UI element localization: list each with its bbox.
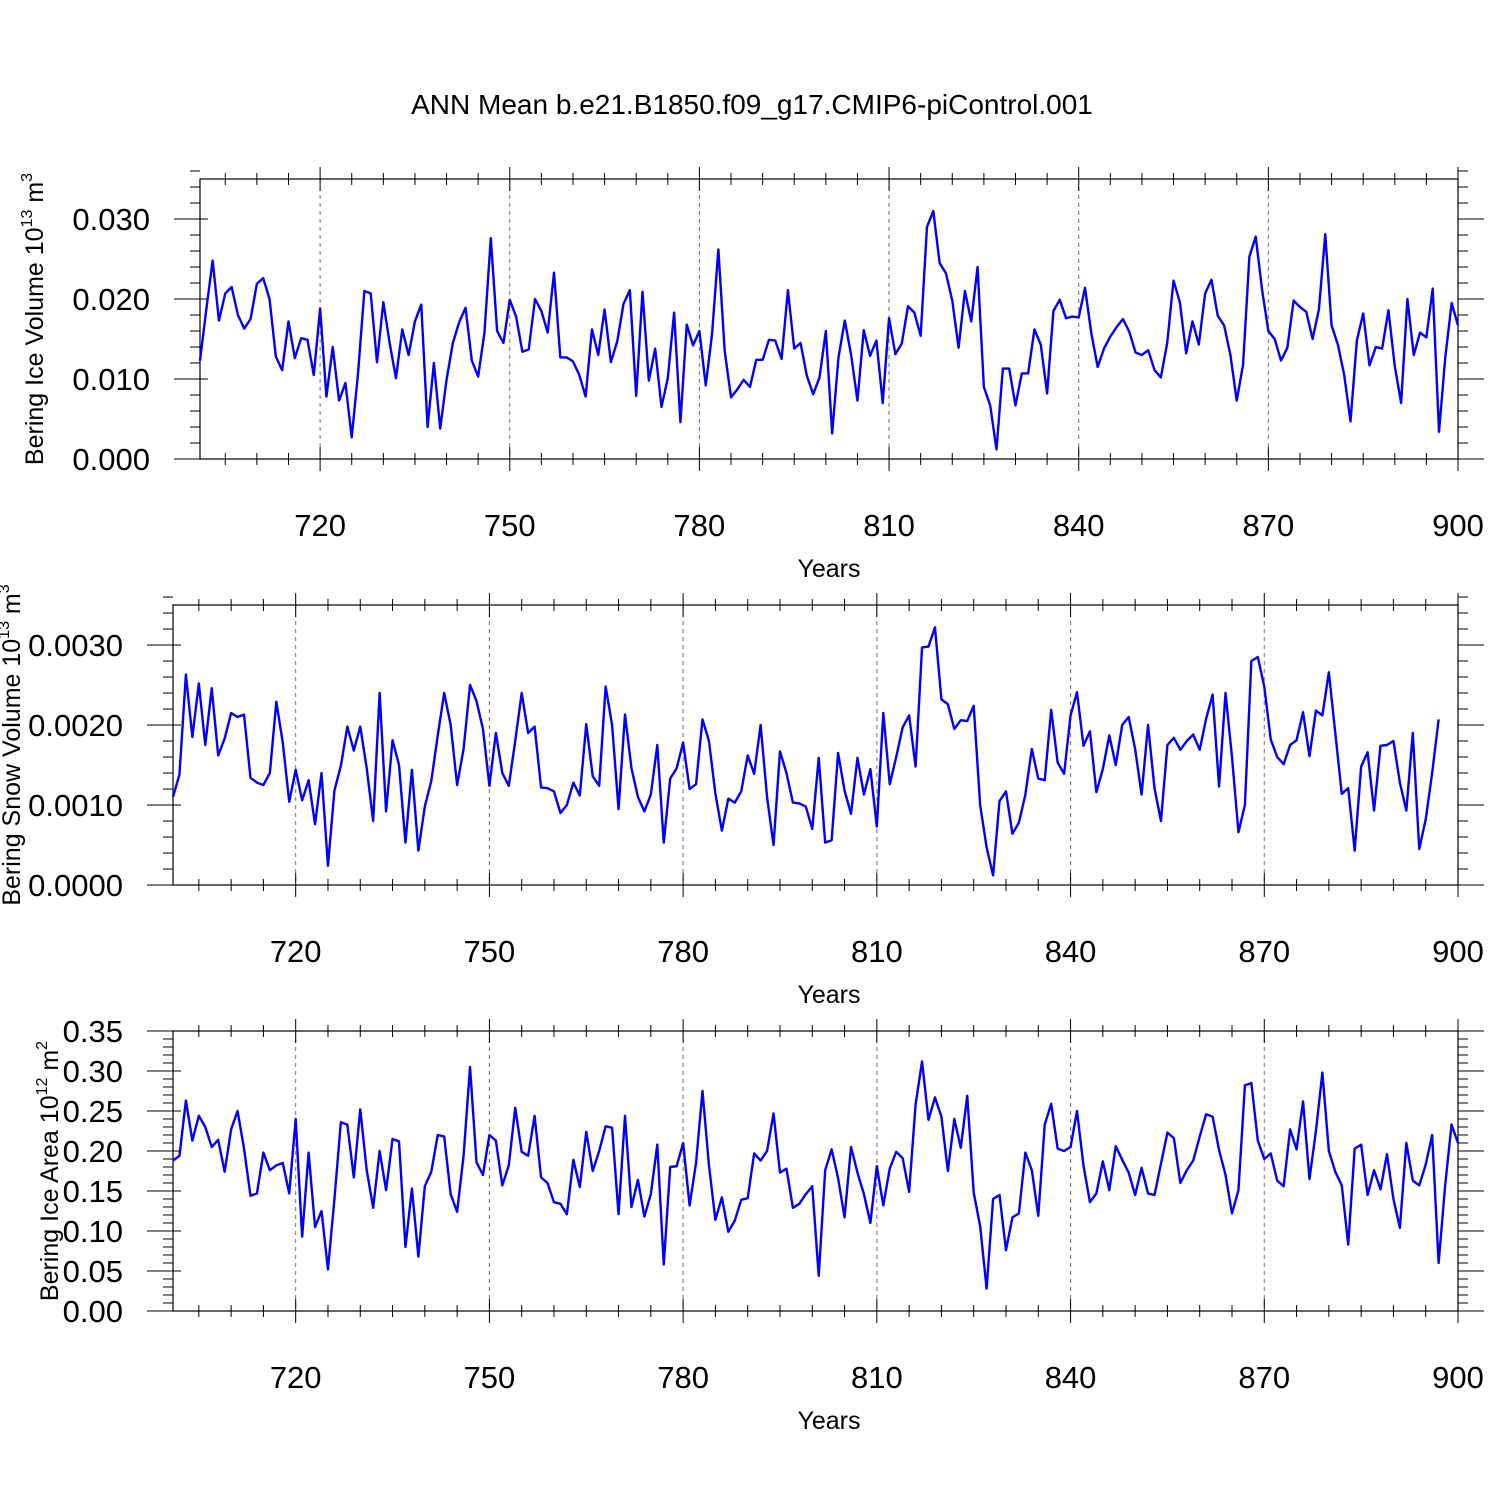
plot-frame bbox=[172, 604, 1459, 886]
y-axis-label-unit-exponent: 3 bbox=[19, 173, 36, 182]
plot-frame bbox=[172, 1030, 1459, 1312]
y-axis-label-unit-exponent: 3 bbox=[0, 584, 13, 593]
x-tick-label: 810 bbox=[863, 508, 915, 543]
x-tick-label: 900 bbox=[1432, 934, 1484, 969]
x-tick-label: 780 bbox=[657, 934, 709, 969]
data-series-line bbox=[171, 626, 1440, 877]
chart-panel-2: 720 750 780 810 840 870 900 0.0000 0.0010 0.0020 0… bbox=[0, 584, 1484, 1009]
x-tick-label: 750 bbox=[484, 508, 536, 543]
x-axis-label: Years bbox=[797, 555, 860, 583]
y-axis-label: Bering Ice Area 1012 m2 bbox=[34, 1041, 64, 1301]
chart-panel-1: 720 750 780 810 840 870 900 0.000 0.010 0.020 0.03… bbox=[19, 167, 1484, 583]
y-axis-label-unit: m bbox=[36, 1050, 64, 1078]
y-axis-label: Bering Ice Volume 1013 m3 bbox=[19, 173, 49, 465]
x-tick-label: 810 bbox=[851, 934, 903, 969]
x-tick-label: 840 bbox=[1045, 934, 1097, 969]
y-tick-label: 0.25 bbox=[63, 1094, 123, 1129]
y-tick-label: 0.15 bbox=[63, 1174, 123, 1209]
y-tick-label: 0.10 bbox=[63, 1214, 123, 1249]
y-tick-label: 0.000 bbox=[72, 442, 150, 477]
y-axis-label-text: Bering Ice Volume 10 bbox=[21, 227, 49, 465]
x-tick-label: 870 bbox=[1238, 1360, 1290, 1395]
y-tick-label: 0.20 bbox=[63, 1134, 123, 1169]
y-tick-label: 0.0020 bbox=[28, 708, 123, 743]
y-axis-label-unit-exponent: 2 bbox=[34, 1041, 51, 1050]
x-tick-label: 750 bbox=[464, 934, 516, 969]
x-tick-label: 870 bbox=[1238, 934, 1290, 969]
y-tick-label: 0.05 bbox=[63, 1254, 123, 1289]
x-tick-label: 780 bbox=[657, 1360, 709, 1395]
y-axis-label-text: Bering Ice Area 10 bbox=[36, 1095, 64, 1301]
y-tick-label: 0.010 bbox=[72, 362, 150, 397]
x-tick-label: 900 bbox=[1432, 508, 1484, 543]
x-tick-label: 720 bbox=[294, 508, 346, 543]
x-tick-label: 870 bbox=[1242, 508, 1294, 543]
x-tick-label: 840 bbox=[1053, 508, 1105, 543]
y-axis-label-unit: m bbox=[0, 593, 26, 621]
y-tick-label: 0.35 bbox=[63, 1014, 123, 1049]
y-tick-label: 0.0030 bbox=[28, 628, 123, 663]
x-tick-label: 720 bbox=[270, 1360, 322, 1395]
x-tick-label: 840 bbox=[1045, 1360, 1097, 1395]
y-tick-label: 0.020 bbox=[72, 282, 150, 317]
x-tick-label: 720 bbox=[270, 934, 322, 969]
y-axis-label-unit: m bbox=[21, 182, 49, 210]
data-series-line bbox=[172, 1060, 1460, 1290]
chart-panel-3: 720 750 780 810 840 870 900 0.00 0.05 0.10 0.15 0.2… bbox=[34, 1014, 1484, 1435]
y-axis-label: Bering Snow Volume 1013 m3 bbox=[0, 584, 26, 905]
y-axis-label-exponent: 12 bbox=[34, 1077, 51, 1095]
y-tick-label: 0.0010 bbox=[28, 788, 123, 823]
y-axis-label-exponent: 13 bbox=[19, 210, 36, 228]
y-tick-label: 0.30 bbox=[63, 1054, 123, 1089]
plot-frame bbox=[199, 178, 1459, 460]
y-tick-label: 0.030 bbox=[72, 202, 150, 237]
chart-title: ANN Mean b.e21.B1850.f09_g17.CMIP6-piCon… bbox=[411, 89, 1093, 120]
x-axis-label: Years bbox=[797, 981, 860, 1009]
y-tick-label: 0.0000 bbox=[28, 868, 123, 903]
x-tick-label: 750 bbox=[464, 1360, 516, 1395]
x-tick-label: 810 bbox=[851, 1360, 903, 1395]
y-axis-label-text: Bering Snow Volume 10 bbox=[0, 639, 26, 906]
x-tick-label: 780 bbox=[674, 508, 726, 543]
y-axis-label-exponent: 13 bbox=[0, 621, 13, 639]
data-series-line bbox=[198, 209, 1460, 451]
y-tick-label: 0.00 bbox=[63, 1294, 123, 1329]
x-axis-label: Years bbox=[797, 1407, 860, 1435]
panels: 720 750 780 810 840 870 900 0.000 0.010 0.020 0.03… bbox=[0, 167, 1484, 1435]
x-tick-label: 900 bbox=[1432, 1360, 1484, 1395]
